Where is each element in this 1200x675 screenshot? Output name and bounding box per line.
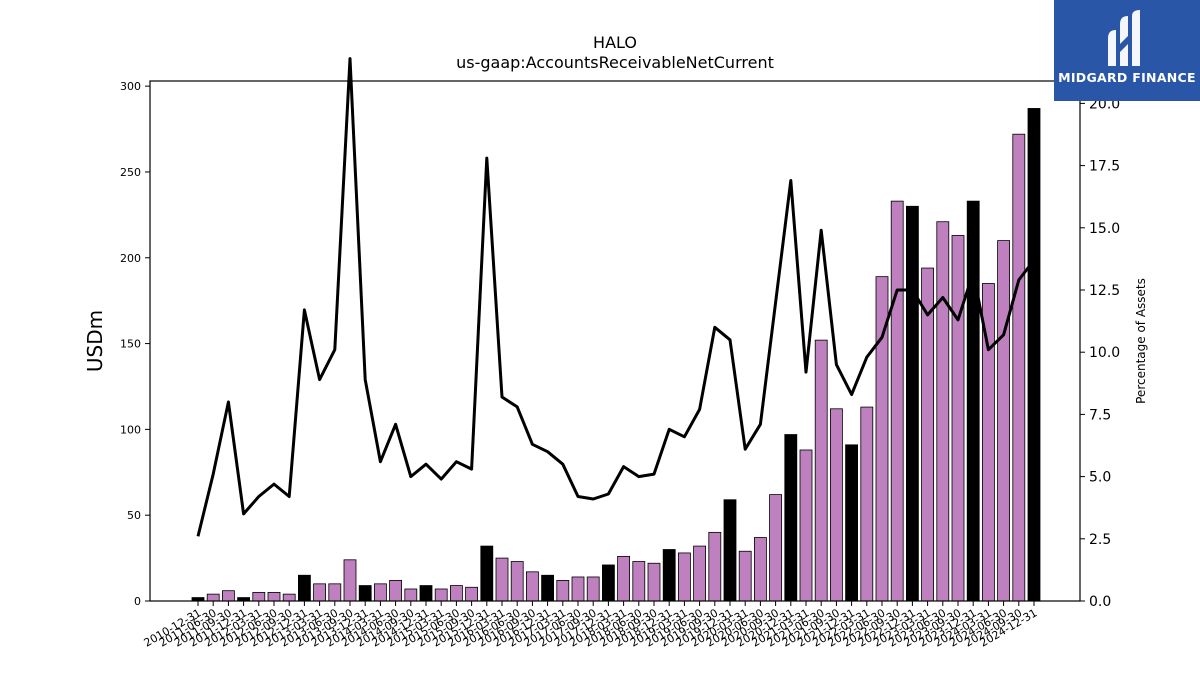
x-axis: 2010-12-312011-06-302011-09-302011-12-31… [142, 601, 1040, 650]
right-tick-label: 12.5 [1089, 283, 1120, 299]
bar-2021-09-30 [830, 408, 843, 602]
bar-2019-12-31 [723, 499, 737, 602]
brand-logo: MIDGARD FINANCE [1054, 0, 1200, 101]
bar-2019-09-30 [708, 531, 722, 602]
bar-2021-03-31 [799, 449, 813, 602]
right-tick-label: 0.0 [1089, 594, 1111, 610]
bar-2019-06-30 [693, 545, 706, 602]
bar-2014-12-31 [419, 585, 433, 602]
right-axis: 0.02.55.07.510.012.515.017.520.0 [1080, 96, 1120, 610]
bar-2012-03-31 [252, 592, 266, 602]
left-tick-label: 150 [120, 338, 141, 351]
bar-2012-09-30 [282, 593, 296, 602]
bar-2018-03-31 [617, 555, 630, 602]
bar-2012-12-31 [297, 574, 311, 602]
left-tick-label: 50 [127, 509, 141, 522]
series-line-percentage-of-assets [196, 57, 1036, 537]
left-tick-label: 300 [120, 80, 141, 93]
bar-2017-12-31 [602, 564, 615, 602]
bar-2015-06-30 [449, 585, 463, 602]
bar-2024-06-30 [997, 240, 1010, 602]
bar-2018-12-31 [662, 549, 676, 602]
y-axis-left-label: USDm [83, 310, 107, 372]
left-axis: 0 50 100 150 200 250 300 [120, 80, 150, 608]
bar-2018-06-30 [632, 561, 646, 602]
bar-2022-03-31 [860, 406, 874, 602]
bar-2021-12-31 [845, 444, 858, 602]
left-tick-label: 0 [134, 595, 141, 608]
line-group [196, 57, 1036, 537]
right-tick-label: 17.5 [1089, 159, 1120, 175]
bar-2021-06-30 [814, 339, 828, 602]
plot-frame [149, 80, 1081, 602]
y-axis-right-label: Percentage of Assets [1134, 278, 1148, 404]
bar-2014-03-31 [373, 583, 387, 602]
right-tick-label: 2.5 [1089, 532, 1111, 548]
bar-2023-09-30 [951, 235, 965, 602]
right-tick-label: 15.0 [1089, 221, 1120, 237]
bar-2018-09-30 [647, 562, 661, 602]
bar-2011-06-30 [206, 593, 220, 602]
chart-title: HALO [593, 33, 637, 52]
right-tick-label: 5.0 [1089, 470, 1111, 486]
bar-2016-06-30 [510, 561, 524, 602]
bar-2022-09-30 [890, 200, 904, 602]
bar-2020-09-30 [769, 494, 782, 602]
bar-2011-09-30 [221, 590, 235, 602]
bar-2013-03-31 [313, 583, 327, 602]
right-tick-label: 7.5 [1089, 407, 1111, 423]
bar-2014-06-30 [389, 580, 403, 602]
bar-2017-09-30 [586, 576, 600, 602]
bar-2013-09-30 [343, 559, 357, 602]
right-tick-label: 10.0 [1089, 345, 1120, 361]
brand-name: MIDGARD FINANCE [1058, 70, 1196, 85]
bar-2024-12-31 [1027, 108, 1041, 602]
left-tick-label: 250 [120, 166, 141, 179]
bar-2015-12-31 [480, 545, 494, 602]
bar-2023-12-31 [966, 200, 980, 602]
bar-2017-06-30 [571, 576, 585, 602]
bar-2020-06-30 [754, 537, 767, 602]
bar-2020-03-31 [738, 550, 752, 602]
bar-2016-09-30 [526, 571, 539, 602]
bar-2015-03-31 [434, 588, 448, 602]
bar-2013-06-30 [328, 583, 342, 602]
bar-2016-03-31 [495, 557, 509, 602]
bar-2023-03-31 [921, 267, 934, 602]
bar-2022-12-31 [906, 205, 919, 602]
left-tick-label: 200 [120, 252, 141, 265]
bar-2015-09-30 [465, 586, 479, 602]
bar-2017-03-31 [556, 580, 570, 602]
bar-2016-12-31 [541, 574, 554, 602]
bar-2013-12-31 [358, 585, 372, 602]
bar-2014-09-30 [404, 588, 418, 602]
bar-2019-03-31 [678, 552, 691, 602]
bar-2023-06-30 [936, 221, 950, 602]
brand-mark-icon [1108, 10, 1140, 66]
left-tick-label: 100 [120, 423, 141, 436]
bars-group [191, 108, 1041, 602]
bar-2012-06-30 [267, 592, 281, 602]
bar-2024-09-30 [1012, 133, 1026, 602]
bar-2020-12-31 [784, 434, 798, 602]
chart-subtitle: us-gaap:AccountsReceivableNetCurrent [456, 53, 774, 72]
